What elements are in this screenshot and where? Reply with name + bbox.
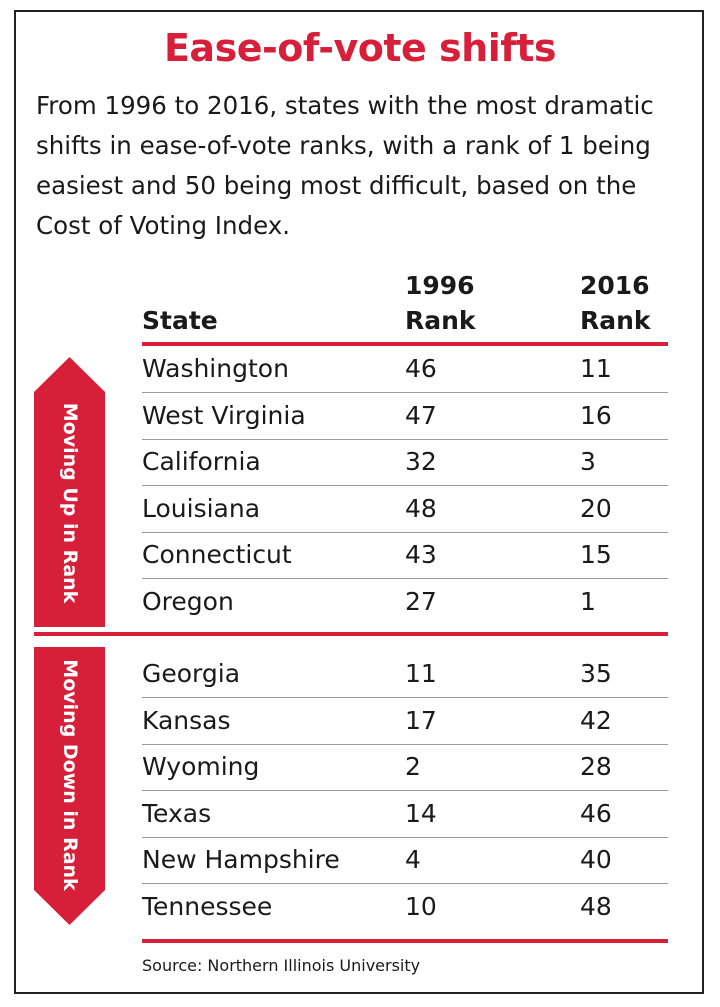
rank-1996-cell: 14 [405,798,437,828]
rank-2016-cell: 15 [580,540,612,569]
state-cell: Tennessee [142,891,273,921]
header-1996: 1996 Rank [405,268,476,338]
rank-1996-cell: 48 [405,493,437,523]
table-row: Louisiana 48 20 [142,487,668,533]
rank-1996-cell: 10 [405,891,437,921]
table-row: New Hampshire 4 40 [142,838,668,884]
up-arrow-icon [34,357,105,627]
table-row: West Virginia 47 16 [142,394,668,440]
rank-1996-cell: 2 [405,752,421,781]
state-cell: Texas [142,798,212,828]
rank-1996-cell: 32 [405,447,437,476]
table-bottom-rule [142,939,668,943]
state-cell: Wyoming [142,752,260,781]
rank-2016-cell: 16 [580,400,612,430]
moving-down-arrow: Moving Down in Rank [34,647,105,925]
table-row: Oregon 27 1 [142,580,668,626]
header-2016-line2: Rank [580,306,651,335]
subtitle: From 1996 to 2016, states with the most … [36,91,654,240]
rank-1996-cell: 43 [405,540,437,569]
rank-2016-cell: 46 [580,798,612,828]
rank-1996-cell: 27 [405,586,437,616]
state-cell: Washington [142,354,289,383]
state-cell: Oregon [142,586,234,616]
source-note: Source: Northern Illinois University [142,956,421,975]
header-1996-line1: 1996 [405,271,475,300]
state-cell: Georgia [142,659,241,688]
page-title: Ease-of-vote shifts [163,26,557,70]
header-2016: 2016 Rank [580,268,651,338]
table-row: Kansas 17 42 [142,699,668,745]
state-cell: Kansas [142,705,231,735]
table-row: Georgia 11 35 [142,652,668,698]
header-divider [142,342,668,346]
state-cell: Connecticut [142,540,292,569]
state-cell: Louisiana [142,493,261,523]
table-row: Texas 14 46 [142,792,668,838]
state-cell: West Virginia [142,400,306,430]
rank-2016-cell: 28 [580,752,612,781]
rank-2016-cell: 35 [580,659,612,688]
header-1996-line2: Rank [405,306,476,335]
rank-1996-cell: 4 [405,845,421,874]
header-state: State [142,306,218,335]
rank-1996-cell: 11 [405,659,437,688]
rank-2016-cell: 40 [580,845,612,874]
rank-2016-cell: 48 [580,891,612,921]
table-row: Connecticut 43 15 [142,533,668,579]
frame-border [14,10,704,994]
rank-2016-cell: 3 [580,447,596,476]
header-2016-line1: 2016 [580,271,650,300]
table-row: Tennessee 10 48 [142,885,668,931]
moving-down-label: Moving Down in Rank [58,659,81,891]
rank-2016-cell: 20 [580,493,612,523]
rank-2016-cell: 11 [580,354,612,383]
state-cell: California [142,447,261,476]
rank-2016-cell: 42 [580,705,612,735]
moving-up-label: Moving Up in Rank [58,402,81,604]
down-arrow-icon [34,647,105,925]
table-row: Wyoming 2 28 [142,745,668,791]
moving-up-arrow: Moving Up in Rank [34,357,105,627]
table-row: Washington 46 11 [142,347,668,393]
group-divider [34,632,668,636]
rank-1996-cell: 46 [405,354,437,383]
table-row: California 32 3 [142,440,668,486]
state-cell: New Hampshire [142,845,340,874]
rank-1996-cell: 17 [405,705,437,735]
rank-1996-cell: 47 [405,400,437,430]
rank-2016-cell: 1 [580,586,596,616]
